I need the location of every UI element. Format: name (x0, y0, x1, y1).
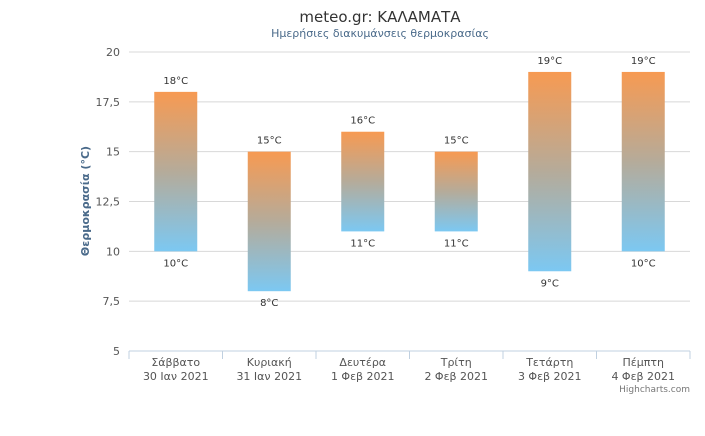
x-tick-date: 30 Ιαν 2021 (143, 370, 209, 383)
y-tick-label: 5 (113, 345, 120, 358)
x-tick-date: 31 Ιαν 2021 (236, 370, 302, 383)
x-tick-day: Τετάρτη (525, 356, 573, 369)
high-temp-label: 15°C (444, 136, 469, 147)
y-axis-ticks: 5 7,5 10 12,5 15 17,5 20 (96, 46, 121, 358)
y-tick-label: 12,5 (96, 196, 121, 209)
high-temp-label: 16°C (350, 116, 375, 127)
x-tick-date: 4 Φεβ 2021 (611, 370, 675, 383)
x-tick-day: Τρίτη (440, 356, 472, 369)
x-tick-day: Σάββατο (151, 356, 200, 369)
high-temp-label: 15°C (257, 136, 282, 147)
y-axis-label: Θερμοκρασία (°C) (79, 146, 92, 256)
grid-lines (129, 51, 690, 302)
y-tick-label: 10 (106, 245, 120, 258)
low-temp-label: 10°C (163, 258, 188, 269)
chart-title: meteo.gr: ΚΑΛΑΜΑΤΑ (299, 8, 461, 26)
y-tick-label: 20 (106, 46, 120, 59)
temperature-bar (528, 71, 572, 272)
data-labels: 18°C 10°C 15°C 8°C 16°C 11°C 15°C 11°C 19°C 9°C 19… (163, 56, 655, 309)
x-tick-date: 1 Φεβ 2021 (331, 370, 395, 383)
y-tick-label: 17,5 (96, 96, 121, 109)
temperature-bar (434, 151, 478, 232)
x-tick-date: 2 Φεβ 2021 (424, 370, 488, 383)
temperature-bar (341, 131, 385, 232)
temperature-bar (247, 151, 291, 292)
low-temp-label: 11°C (444, 238, 469, 249)
bars (154, 71, 665, 292)
low-temp-label: 9°C (541, 278, 559, 289)
high-temp-label: 19°C (631, 56, 656, 67)
x-tick-day: Κυριακή (247, 356, 292, 369)
y-tick-label: 15 (106, 146, 120, 159)
low-temp-label: 10°C (631, 258, 656, 269)
chart-subtitle: Ημερήσιες διακυμάνσεις θερμοκρασίας (271, 27, 489, 40)
x-tick-day: Πέμπτη (623, 356, 664, 369)
temperature-bar (154, 91, 198, 252)
low-temp-label: 8°C (260, 298, 278, 309)
x-tick-day: Δευτέρα (339, 356, 386, 369)
high-temp-label: 18°C (163, 76, 188, 87)
x-tick-date: 3 Φεβ 2021 (518, 370, 582, 383)
low-temp-label: 11°C (350, 238, 375, 249)
y-tick-label: 7,5 (103, 295, 121, 308)
highcharts-credit[interactable]: Highcharts.com (619, 385, 690, 395)
temperature-bar (621, 71, 665, 252)
high-temp-label: 19°C (537, 56, 562, 67)
